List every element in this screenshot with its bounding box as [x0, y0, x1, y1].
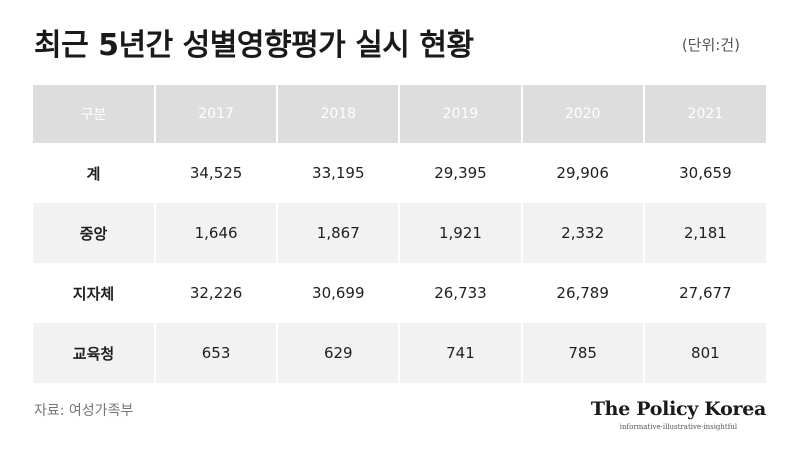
data-table: 구분 2017 2018 2019 2020 2021 계 34,525 33,… — [33, 85, 766, 383]
table-cell: 30,659 — [643, 143, 766, 203]
header-cell-category: 구분 — [33, 85, 156, 143]
source-note: 자료: 여성가족부 — [34, 403, 134, 419]
table-cell: 27,677 — [643, 263, 766, 323]
header-cell-year: 2019 — [399, 85, 523, 143]
table-cell: 29,906 — [521, 143, 645, 203]
table-row-local-gov: 지자체 32,226 30,699 26,733 26,789 27,677 — [33, 263, 766, 323]
brand-tagline: informative·illustrative·insightful — [619, 423, 738, 431]
table-cell: 34,525 — [155, 143, 279, 203]
table-cell: 1,646 — [155, 203, 279, 263]
table-cell: 26,733 — [399, 263, 523, 323]
table-cell: 801 — [643, 323, 766, 383]
table-cell: 2,332 — [521, 203, 645, 263]
unit-label: (단위:건) — [681, 36, 740, 54]
table-cell: 2,181 — [643, 203, 766, 263]
row-label: 교육청 — [33, 323, 156, 383]
brand-name: The Policy Korea — [590, 398, 766, 420]
header-cell-year: 2021 — [643, 85, 766, 143]
table-row-education: 교육청 653 629 741 785 801 — [33, 323, 766, 383]
page-title: 최근 5년간 성별영향평가 실시 현황 — [34, 28, 474, 63]
row-label: 지자체 — [33, 263, 156, 323]
table-cell: 1,867 — [277, 203, 401, 263]
row-label: 계 — [33, 143, 156, 203]
table-cell: 33,195 — [277, 143, 401, 203]
table-cell: 741 — [399, 323, 523, 383]
table-cell: 30,699 — [277, 263, 401, 323]
row-label: 중앙 — [33, 203, 156, 263]
brand-logo: The Policy Korea informative·illustrativ… — [591, 398, 766, 431]
table-row-total: 계 34,525 33,195 29,395 29,906 30,659 — [33, 143, 766, 203]
header-cell-year: 2018 — [277, 85, 401, 143]
table-cell: 32,226 — [155, 263, 279, 323]
table-cell: 785 — [521, 323, 645, 383]
table-row-central: 중앙 1,646 1,867 1,921 2,332 2,181 — [33, 203, 766, 263]
table-cell: 1,921 — [399, 203, 523, 263]
header-cell-year: 2020 — [521, 85, 645, 143]
header-cell-year: 2017 — [155, 85, 279, 143]
table-cell: 26,789 — [521, 263, 645, 323]
table-cell: 629 — [277, 323, 401, 383]
table-cell: 29,395 — [399, 143, 523, 203]
table-cell: 653 — [155, 323, 279, 383]
table-header-row: 구분 2017 2018 2019 2020 2021 — [33, 85, 766, 143]
